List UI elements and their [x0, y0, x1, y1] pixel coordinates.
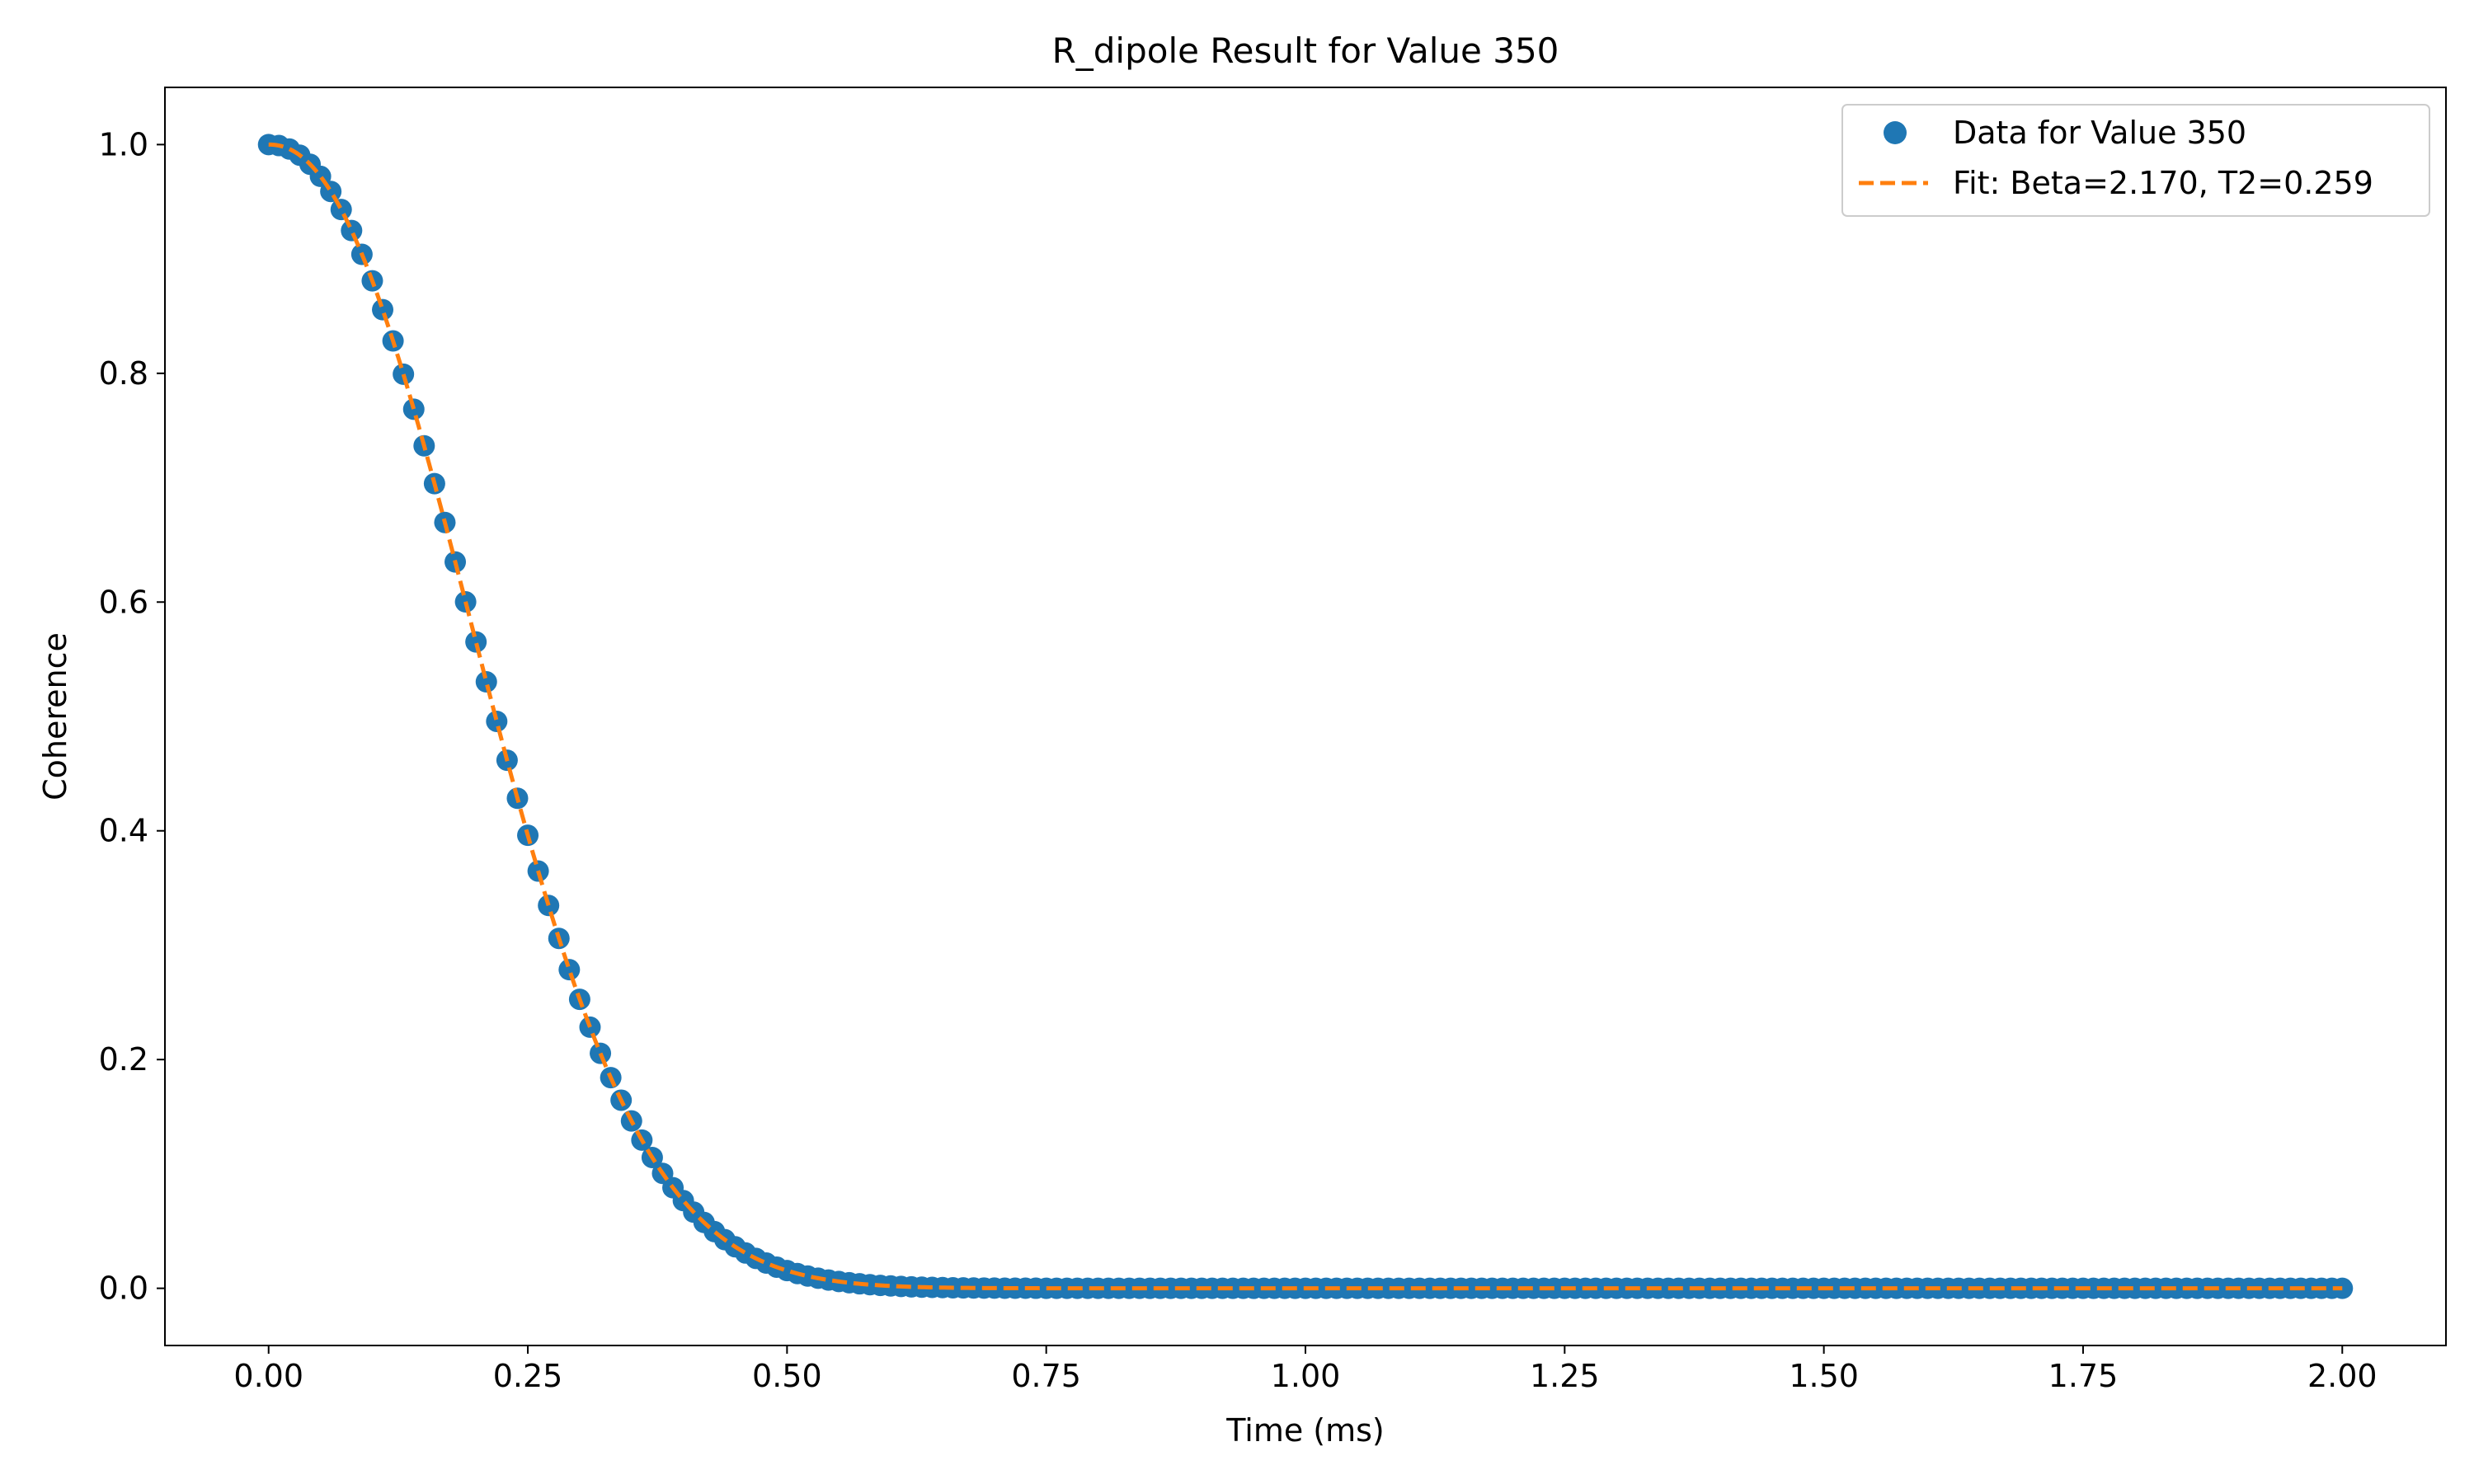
plot-area [257, 134, 2354, 1299]
fit-series-layer [268, 142, 2343, 1291]
data-point [320, 181, 342, 203]
data-point [372, 298, 394, 321]
data-point [393, 363, 415, 385]
data-point [2331, 1277, 2354, 1299]
legend-label-data: Data for Value 350 [1953, 115, 2246, 151]
fit-line [268, 142, 2343, 1291]
x-tick-label: 0.75 [1011, 1358, 1081, 1394]
data-point [475, 671, 497, 693]
legend-label-fit: Fit: Beta=2.170, T2=0.259 [1953, 165, 2373, 201]
x-axis-label: Time (ms) [1225, 1412, 1385, 1449]
x-tick-label: 1.00 [1271, 1358, 1341, 1394]
y-tick-label: 0.6 [99, 584, 148, 620]
x-axis-ticks: 0.00 0.25 0.50 0.75 1.00 1.25 1.50 1.75 2.00 [233, 1345, 2378, 1394]
y-tick-label: 0.8 [99, 355, 148, 392]
x-tick-label: 1.75 [2048, 1358, 2119, 1394]
data-point [402, 398, 425, 420]
chart-title: R_dipole Result for Value 350 [1052, 31, 1559, 71]
x-tick-label: 2.00 [2307, 1358, 2378, 1394]
x-tick-label: 1.50 [1789, 1358, 1859, 1394]
y-tick-label: 0.4 [99, 813, 148, 849]
data-point [341, 219, 363, 242]
x-tick-label: 0.50 [752, 1358, 822, 1394]
x-tick-label: 0.00 [233, 1358, 303, 1394]
data-point [465, 631, 487, 653]
data-point [579, 1016, 601, 1038]
legend-marker-data [1884, 121, 1907, 144]
data-point [486, 710, 508, 732]
y-axis-ticks: 0.0 0.2 0.4 0.6 0.8 1.0 [99, 126, 165, 1307]
data-point [558, 959, 581, 981]
y-tick-label: 0.0 [99, 1270, 148, 1307]
data-series-layer [257, 134, 2354, 1299]
legend-box [1841, 104, 2430, 217]
x-tick-label: 0.25 [493, 1358, 563, 1394]
y-axis-label: Coherence [37, 632, 73, 801]
x-tick-label: 1.25 [1530, 1358, 1600, 1394]
data-point [330, 199, 352, 221]
y-tick-label: 1.0 [99, 126, 148, 162]
legend: Data for Value 350 Fit: Beta=2.170, T2=0… [1841, 104, 2430, 217]
y-tick-label: 0.2 [99, 1041, 148, 1078]
data-point [538, 895, 560, 917]
